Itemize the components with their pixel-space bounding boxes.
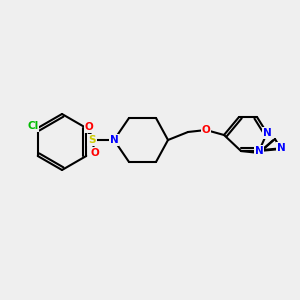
Text: S: S bbox=[88, 135, 96, 145]
Text: O: O bbox=[91, 148, 99, 158]
Text: O: O bbox=[202, 125, 210, 135]
Text: O: O bbox=[85, 122, 93, 132]
Text: N: N bbox=[110, 135, 118, 145]
Text: N: N bbox=[277, 143, 285, 153]
Text: N: N bbox=[262, 128, 272, 138]
Text: Cl: Cl bbox=[27, 121, 38, 131]
Text: N: N bbox=[255, 146, 263, 156]
